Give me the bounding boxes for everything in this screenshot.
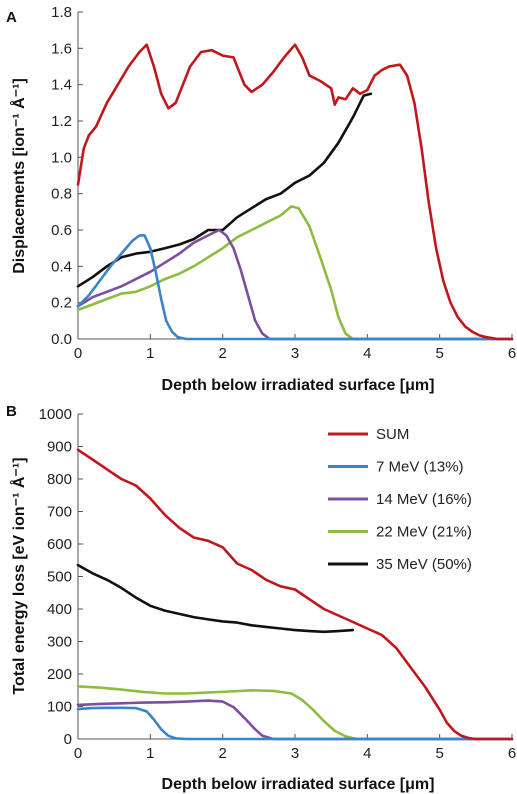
y-tick-label: 1.0	[51, 149, 72, 166]
plot-area-b: 0 1 2 3 4 5 6 0 100 200 300 400 500 600 700 800 900 1000	[39, 406, 517, 762]
x-tick-label: 6	[508, 345, 516, 362]
y-tick-label: 0.0	[51, 331, 72, 348]
y-tick-label: 0.2	[51, 295, 72, 312]
panel-label-a: A	[6, 9, 17, 26]
y-tick-label: 0	[64, 731, 72, 748]
y-axis-label-a: Displacements [ion⁻¹ Å⁻¹]	[9, 78, 28, 274]
y-axis-label-b: Total energy loss [eV ion⁻¹ Å⁻¹]	[9, 457, 28, 694]
legend-label-35-mev-50: 35 MeV (50%)	[376, 556, 472, 573]
y-tick-label: 600	[47, 536, 72, 553]
y-tick-label: 0.4	[51, 258, 72, 275]
series-line-35-mev-50	[76, 92, 373, 288]
x-tick-label: 5	[435, 345, 443, 362]
x-tick-label: 5	[435, 745, 443, 762]
y-tick-label: 500	[47, 569, 72, 586]
x-tick-label: 4	[363, 345, 371, 362]
y-tick-label: 0.8	[51, 186, 72, 203]
x-tick-label: 0	[74, 745, 82, 762]
y-tick-label: 400	[47, 601, 72, 618]
y-tick-label: 1.6	[51, 40, 72, 57]
y-tick-label: 100	[47, 699, 72, 716]
x-axis-label-a: Depth below irradiated surface [μm]	[162, 377, 435, 394]
y-tick-label: 700	[47, 504, 72, 521]
x-tick-label: 1	[146, 345, 154, 362]
series-line-7-mev-13	[76, 706, 514, 741]
x-tick-label: 3	[291, 345, 299, 362]
legend-label-7-mev-13: 7 MeV (13%)	[376, 459, 464, 476]
legend-label-22-mev-21: 22 MeV (21%)	[376, 524, 472, 541]
x-tick-label: 2	[218, 345, 226, 362]
series-line-22-mev-21	[76, 205, 514, 341]
legend-label-sum: SUM	[376, 426, 409, 443]
series-line-14-mev-16	[76, 699, 514, 741]
chart-panel-b: B 0 1 2 3 4 5 6 0 100 200 300 400 500 600 700 800 900 100…	[6, 403, 516, 793]
plot-area-a: 0 1 2 3 4 5 6 0.0 0.2 0.4 0.6 0.8 1.0 1.2 1.4 1.6 1.8	[51, 4, 516, 362]
y-tick-label: 900	[47, 439, 72, 456]
y-tick-label: 1.2	[51, 113, 72, 130]
x-tick-label: 6	[508, 745, 516, 762]
series-line-7-mev-13	[76, 234, 514, 341]
y-tick-label: 800	[47, 471, 72, 488]
x-axis-label-b: Depth below irradiated surface [μm]	[162, 776, 435, 793]
x-tick-label: 3	[291, 745, 299, 762]
y-tick-label: 1.8	[51, 4, 72, 21]
legend-b: SUM 7 MeV (13%) 14 MeV (16%) 22 MeV (21%) 35…	[328, 426, 472, 573]
series-line-22-mev-21	[76, 685, 514, 741]
y-tick-label: 1000	[39, 406, 72, 423]
y-tick-label: 0.6	[51, 222, 72, 239]
x-tick-label: 0	[74, 345, 82, 362]
chart-panel-a: A 0 1 2 3 4 5 60.00.20.40.60.81.01.21.41.61.8 …	[6, 4, 516, 394]
series-line-sum	[76, 448, 514, 741]
y-tick-label: 300	[47, 634, 72, 651]
panel-label-b: B	[6, 403, 17, 420]
x-tick-label: 4	[363, 745, 371, 762]
x-tick-label: 2	[218, 745, 226, 762]
x-tick-label: 1	[146, 745, 154, 762]
y-tick-label: 200	[47, 666, 72, 683]
y-tick-label: 1.4	[51, 77, 72, 94]
series-line-35-mev-50	[76, 563, 355, 634]
series-line-14-mev-16	[76, 228, 514, 341]
legend-label-14-mev-16: 14 MeV (16%)	[376, 491, 472, 508]
series-line-sum	[76, 43, 514, 341]
